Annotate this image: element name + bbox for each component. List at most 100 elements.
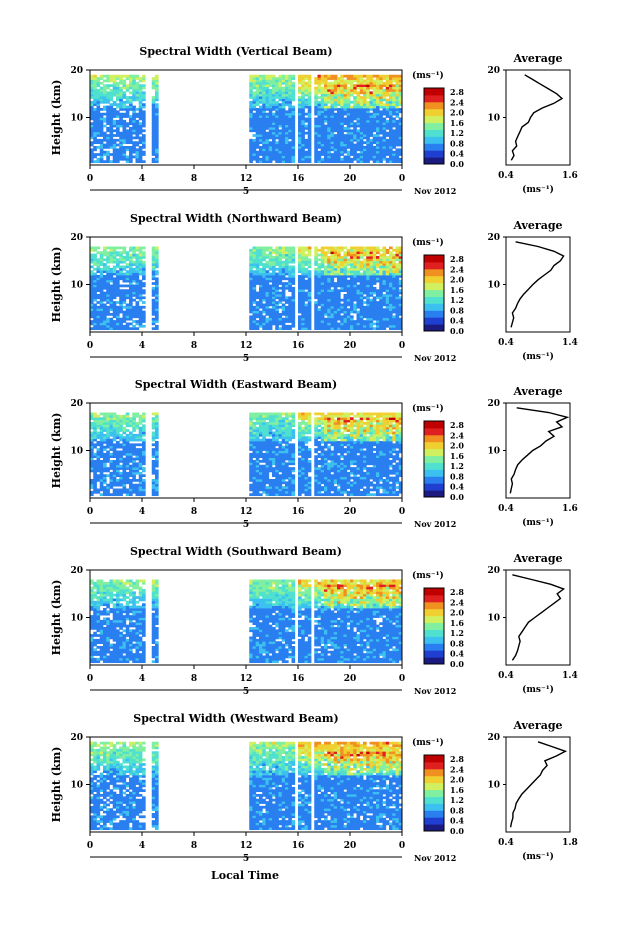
heatmap-cell [324,256,328,259]
heatmap-cell [291,93,296,97]
heatmap-cell [265,469,270,473]
heatmap-cell [155,127,159,130]
heatmap-cell [255,253,260,257]
heatmap-cell [268,303,273,307]
heatmap-cell [359,131,364,135]
heatmap-cell [138,138,143,142]
heatmap-cell [353,246,357,250]
heatmap-cell [129,153,133,156]
heatmap-cell [363,305,367,309]
heatmap-cell [125,74,130,78]
heatmap-cell [359,279,364,283]
heatmap-cell [333,148,338,152]
heatmap-cell [278,327,283,331]
heatmap-cell [268,277,273,281]
heatmap-cell [301,141,305,145]
heatmap-cell [320,143,325,147]
heatmap-cell [138,462,143,466]
heatmap-cell [281,74,286,78]
heatmap-cell [125,412,130,416]
heatmap-cell [125,317,130,321]
heatmap-cell [324,127,328,130]
heatmap-cell [109,289,114,293]
heatmap-cell [366,84,370,88]
heatmap-cell [93,256,97,259]
heatmap-cell [353,263,357,266]
heatmap-cell [265,124,270,128]
heatmap-cell [155,305,159,309]
heatmap-cell [372,148,377,152]
heatmap-cell [249,324,253,328]
heatmap-cell [255,490,260,494]
heatmap-cell [103,258,107,262]
heatmap-cell [93,263,97,266]
heatmap-cell [337,308,341,312]
heatmap-cell [268,301,273,304]
heatmap-cell [265,246,270,250]
heatmap-cell [356,248,361,252]
heatmap-cell [304,303,309,307]
heatmap-cell [125,467,130,470]
heatmap-cell [307,310,312,314]
heatmap-cell [249,81,253,85]
heatmap-cell [285,148,289,152]
heatmap-cell [278,260,283,264]
heatmap-cell [138,324,143,328]
heatmap-cell [262,93,266,97]
heatmap-cell [320,301,325,304]
heatmap-cell [135,303,140,307]
heatmap-cell [337,127,341,130]
heatmap-cell [356,146,361,149]
heatmap-cell [255,481,260,485]
heatmap-cell [382,248,387,252]
heatmap-cell [268,148,273,152]
heatmap-cell [359,150,364,154]
heatmap-cell [356,103,361,107]
heatmap-cell [262,79,266,83]
heatmap-cell [90,84,94,88]
heatmap-cell [372,279,377,283]
y-tick-label: 20 [70,66,83,76]
heatmap-cell [125,481,130,485]
heatmap-cell [330,119,335,123]
heatmap-cell [288,296,292,300]
heatmap-cell [125,464,130,468]
heatmap-cell [151,298,156,302]
heatmap-cell [285,157,289,161]
heatmap-cell [275,324,279,328]
heatmap-cell [320,79,325,83]
heatmap-cell [395,301,400,304]
heatmap-cell [385,131,390,135]
heatmap-cell [272,305,276,309]
heatmap-cell [369,143,374,147]
heatmap-cell [268,248,273,252]
heatmap-cell [291,115,296,118]
heatmap-cell [103,479,107,482]
heatmap-cell [350,310,354,314]
heatmap-cell [275,155,279,159]
heatmap-cell [93,483,97,487]
heatmap-cell [343,296,348,300]
heatmap-cell [103,160,107,164]
heatmap-cell [317,89,322,92]
heatmap-cell [93,289,97,293]
heatmap-cell [346,251,351,255]
heatmap-cell [278,267,283,271]
heatmap-cell [330,248,335,252]
heatmap-cell [301,150,305,154]
heatmap-cell [103,455,107,459]
heatmap-cell [356,301,361,304]
heatmap-cell [135,286,140,290]
heatmap-cell [255,77,260,80]
heatmap-cell [398,157,403,161]
heatmap-cell [151,412,156,416]
heatmap-cell [356,251,361,255]
heatmap-cell [262,310,266,314]
heatmap-cell [116,143,120,147]
heatmap-cell [301,122,305,126]
heatmap-cell [132,260,136,264]
heatmap-cell [272,322,276,326]
heatmap-cell [346,315,351,319]
heatmap-cell [366,315,370,319]
heatmap-cell [359,157,364,161]
